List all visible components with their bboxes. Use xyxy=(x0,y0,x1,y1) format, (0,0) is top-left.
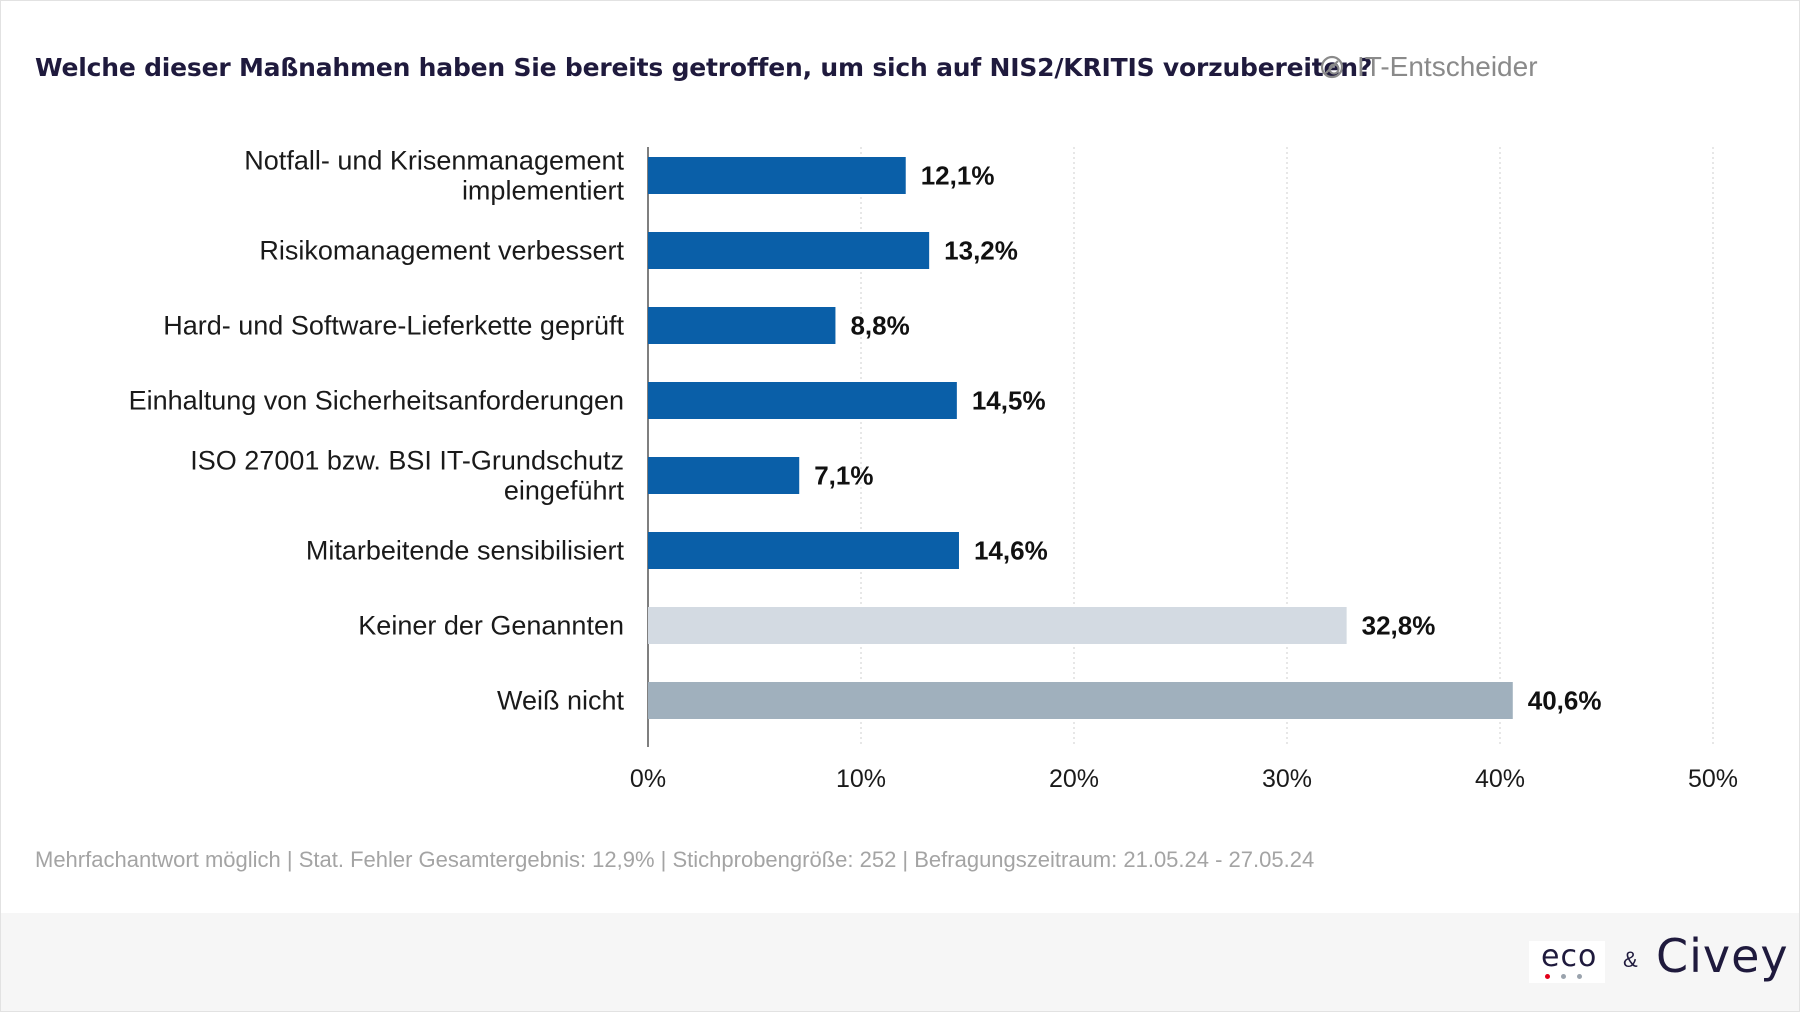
category-label: Keiner der Genannten xyxy=(358,611,624,641)
eco-dot xyxy=(1561,974,1566,979)
eco-dot xyxy=(1545,974,1550,979)
bar xyxy=(648,382,957,419)
eco-logo-text: eco xyxy=(1541,939,1598,974)
value-label: 14,5% xyxy=(972,386,1046,416)
bar xyxy=(648,232,930,269)
footer-bar xyxy=(1,913,1799,1011)
footnote: Mehrfachantwort möglich | Stat. Fehler G… xyxy=(35,847,1315,872)
x-tick-label: 20% xyxy=(1049,765,1099,793)
x-tick-label: 40% xyxy=(1475,765,1525,793)
x-tick-label: 0% xyxy=(630,765,666,793)
bar xyxy=(648,532,959,569)
bar xyxy=(648,457,800,494)
ampersand: & xyxy=(1623,947,1638,972)
segment-label: IT-Entscheider xyxy=(1357,51,1538,82)
bar xyxy=(648,682,1513,719)
value-label: 32,8% xyxy=(1362,611,1436,641)
category-label: Mitarbeitende sensibilisiert xyxy=(306,536,625,566)
eco-logo-dots xyxy=(1545,974,1582,979)
x-tick-label: 30% xyxy=(1262,765,1312,793)
category-label: Hard- und Software-Lieferkette geprüft xyxy=(163,311,624,341)
value-label: 13,2% xyxy=(944,236,1018,266)
x-tick-label: 10% xyxy=(836,765,886,793)
eco-logo: eco xyxy=(1529,939,1605,983)
x-tick-label: 50% xyxy=(1688,765,1738,793)
value-label: 14,6% xyxy=(974,536,1048,566)
category-label: eingeführt xyxy=(504,476,625,506)
segment-filter[interactable]: IT-Entscheider xyxy=(1319,49,1538,85)
category-label: implementiert xyxy=(462,176,625,206)
value-label: 40,6% xyxy=(1528,686,1602,716)
bar-chart: 0% 10% 20% 30% 40% 50% Notfall- und Krisenmana… xyxy=(129,146,1738,794)
category-label: Einhaltung von Sicherheitsanforderungen xyxy=(129,386,624,416)
value-label: 8,8% xyxy=(850,311,909,341)
value-label: 7,1% xyxy=(814,461,873,491)
civey-logo: Civey xyxy=(1656,929,1789,983)
eco-dot xyxy=(1577,974,1582,979)
bar xyxy=(648,157,906,194)
category-label: Risikomanagement verbessert xyxy=(259,236,624,266)
category-label: ISO 27001 bzw. BSI IT-Grundschutz xyxy=(190,446,624,476)
bar xyxy=(648,607,1347,644)
filter-circle-icon xyxy=(1319,54,1345,80)
category-label: Weiß nicht xyxy=(497,686,625,716)
bar xyxy=(648,307,836,344)
value-label: 12,1% xyxy=(921,161,995,191)
category-label: Notfall- und Krisenmanagement xyxy=(244,146,624,176)
chart-title: Welche dieser Maßnahmen haben Sie bereit… xyxy=(35,53,1373,82)
